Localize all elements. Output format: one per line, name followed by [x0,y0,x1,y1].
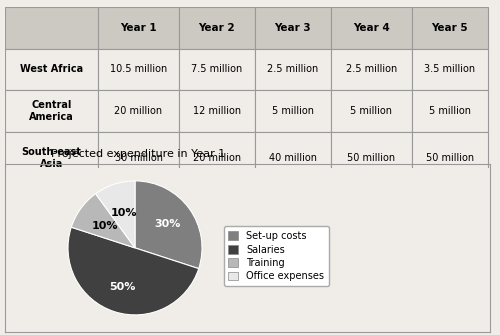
Text: South-east
Asia: South-east Asia [22,147,82,169]
Text: Year 3: Year 3 [274,22,311,32]
Text: 12 million: 12 million [193,106,241,116]
Text: 5 million: 5 million [272,106,314,116]
Wedge shape [68,227,198,315]
Text: 2.5 million: 2.5 million [267,64,318,74]
Text: Year 4: Year 4 [353,22,390,32]
Bar [331,49,411,90]
Bar [179,90,255,132]
Text: 7.5 million: 7.5 million [192,64,242,74]
Text: 10.5 million: 10.5 million [110,64,167,74]
Bar [179,49,255,90]
Bar [179,132,255,184]
Text: 50 million: 50 million [426,153,474,163]
Wedge shape [135,181,202,269]
Wedge shape [96,181,135,248]
Bar [255,7,331,49]
Text: 2.5 million: 2.5 million [346,64,397,74]
Bar [5,132,98,184]
Text: Year 1: Year 1 [120,22,157,32]
Text: West Africa: West Africa [20,64,83,74]
Text: 50 million: 50 million [347,153,396,163]
Bar [412,132,488,184]
Text: 30%: 30% [154,219,180,229]
Bar [255,49,331,90]
Bar [179,7,255,49]
Bar [331,132,411,184]
Bar [5,7,98,49]
Bar [5,49,98,90]
Text: 3.5 million: 3.5 million [424,64,475,74]
Bar [98,49,179,90]
Bar [5,90,98,132]
Text: 10%: 10% [110,208,137,218]
Legend: Set-up costs, Salaries, Training, Office expenses: Set-up costs, Salaries, Training, Office… [224,226,329,286]
Text: 20 million: 20 million [193,153,241,163]
Text: 20 million: 20 million [114,106,162,116]
Bar [412,7,488,49]
Text: Year 2: Year 2 [198,22,235,32]
Bar [98,132,179,184]
Text: 5 million: 5 million [350,106,393,116]
Text: 5 million: 5 million [428,106,470,116]
Text: Central
America: Central America [29,100,74,122]
Wedge shape [72,194,135,248]
Bar [331,7,411,49]
Text: Year 5: Year 5 [432,22,468,32]
Text: 10%: 10% [92,221,118,231]
Text: 40 million: 40 million [269,153,317,163]
Bar [98,90,179,132]
Bar [98,7,179,49]
Text: Projected expenditure in Year 1: Projected expenditure in Year 1 [52,149,226,159]
Bar [255,90,331,132]
Text: 50%: 50% [109,282,136,292]
Bar [412,49,488,90]
Bar [255,132,331,184]
Bar [412,90,488,132]
Bar [331,90,411,132]
Text: 30 million: 30 million [114,153,162,163]
